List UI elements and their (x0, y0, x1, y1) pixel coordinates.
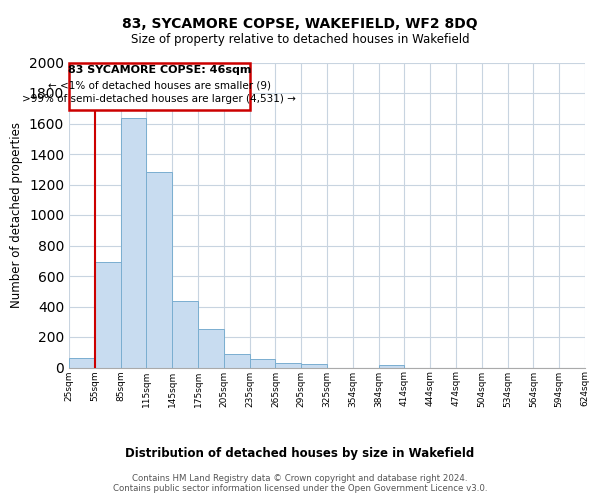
Bar (301, 364, 327, 368)
Bar (224, 354, 250, 368)
Text: Contains public sector information licensed under the Open Government Licence v3: Contains public sector information licen… (113, 484, 487, 493)
Text: >99% of semi-detached houses are larger (4,531) →: >99% of semi-detached houses are larger … (22, 94, 296, 104)
Text: Contains HM Land Registry data © Crown copyright and database right 2024.: Contains HM Land Registry data © Crown c… (132, 474, 468, 483)
Text: 83, SYCAMORE COPSE, WAKEFIELD, WF2 8DQ: 83, SYCAMORE COPSE, WAKEFIELD, WF2 8DQ (122, 18, 478, 32)
Bar (121, 118, 146, 368)
Text: Distribution of detached houses by size in Wakefield: Distribution of detached houses by size … (125, 448, 475, 460)
Bar (69, 358, 95, 368)
Y-axis label: Number of detached properties: Number of detached properties (10, 122, 23, 308)
Bar (146, 172, 172, 368)
Bar (379, 365, 404, 368)
Bar (275, 363, 301, 368)
Bar (198, 328, 224, 368)
Bar (250, 359, 275, 368)
Text: Size of property relative to detached houses in Wakefield: Size of property relative to detached ho… (131, 32, 469, 46)
Text: ← <1% of detached houses are smaller (9): ← <1% of detached houses are smaller (9) (48, 80, 271, 90)
Bar (95, 262, 121, 368)
Text: 83 SYCAMORE COPSE: 46sqm: 83 SYCAMORE COPSE: 46sqm (68, 65, 251, 75)
Bar (172, 301, 198, 368)
